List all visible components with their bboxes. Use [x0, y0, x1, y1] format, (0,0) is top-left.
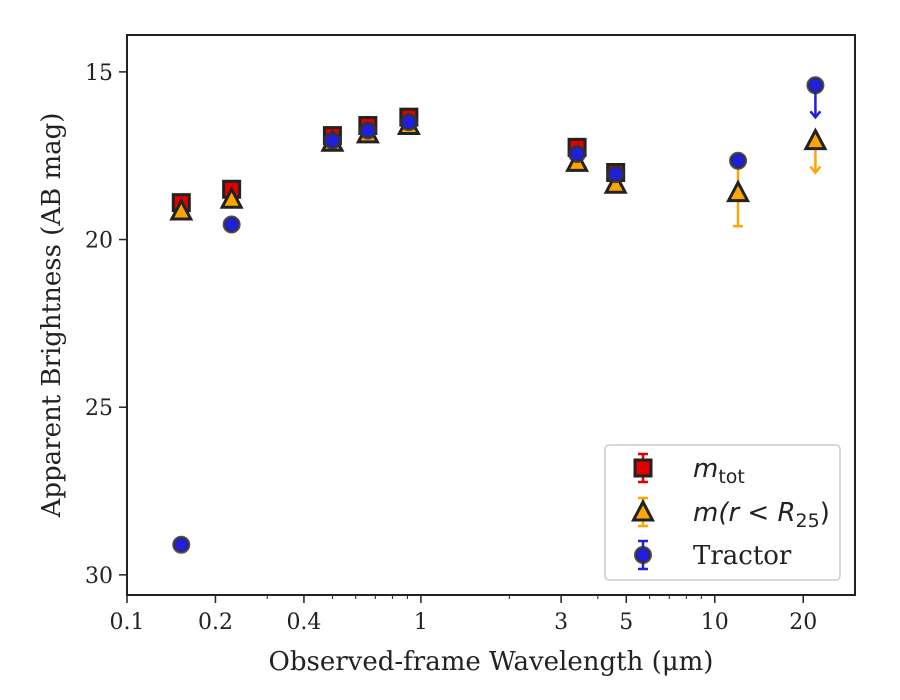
x-tick-label: 0.1 — [110, 610, 145, 635]
data-point-m-r25 — [169, 197, 194, 221]
x-tick-label: 5 — [619, 610, 633, 635]
upper-limit-arrowhead — [809, 110, 822, 120]
series-tractor — [172, 76, 825, 554]
marks-layer — [169, 76, 828, 554]
data-point-m-r25 — [603, 171, 628, 194]
data-point-m-r25 — [803, 127, 828, 151]
x-tick-label: 3 — [554, 610, 568, 635]
x-tick-label: 10 — [701, 610, 729, 635]
data-point-m-r25 — [219, 186, 244, 209]
legend-label-tractor: Tractor — [693, 541, 792, 571]
data-point-tractor — [606, 165, 625, 184]
y-tick-label: 30 — [85, 564, 113, 589]
legend-marker-m-tot — [633, 458, 653, 478]
data-point-tractor — [729, 151, 748, 170]
legend-frame — [604, 444, 841, 581]
legend-entries: mtot m(r < R25) Tractor — [631, 452, 830, 571]
data-point-m-r25 — [726, 179, 751, 203]
data-point-tractor — [358, 121, 377, 140]
data-point-tractor — [806, 76, 825, 95]
data-point-tractor — [222, 215, 241, 234]
legend-marker-tractor — [634, 546, 652, 564]
legend-label-m-tot: mtot — [693, 454, 745, 488]
y-tick-label: 15 — [85, 61, 113, 86]
x-axis-label: Observed-frame Wavelength (μm) — [269, 647, 714, 677]
legend-label-m-r25: m(r < R25) — [693, 498, 830, 532]
data-point-tractor — [323, 131, 342, 150]
data-point-tractor — [172, 535, 191, 554]
legend-marker-m-r25 — [631, 498, 655, 522]
upper-limit-arrowhead — [809, 165, 822, 175]
y-tick-label: 25 — [85, 396, 113, 421]
x-tick-label: 0.2 — [198, 610, 233, 635]
x-tick-label: 0.4 — [286, 610, 321, 635]
ticks-layer: 0.1 0.2 0.4 1 3 5 10 20 15 20 25 30 — [85, 61, 817, 635]
x-tick-label: 20 — [789, 610, 817, 635]
x-tick-label: 1 — [414, 610, 428, 635]
data-point-tractor — [568, 145, 587, 164]
y-axis-label: Apparent Brightness (AB mag) — [37, 113, 67, 519]
legend: mtot m(r < R25) Tractor — [604, 444, 841, 581]
y-tick-label: 20 — [85, 229, 113, 254]
data-point-tractor — [399, 113, 418, 132]
